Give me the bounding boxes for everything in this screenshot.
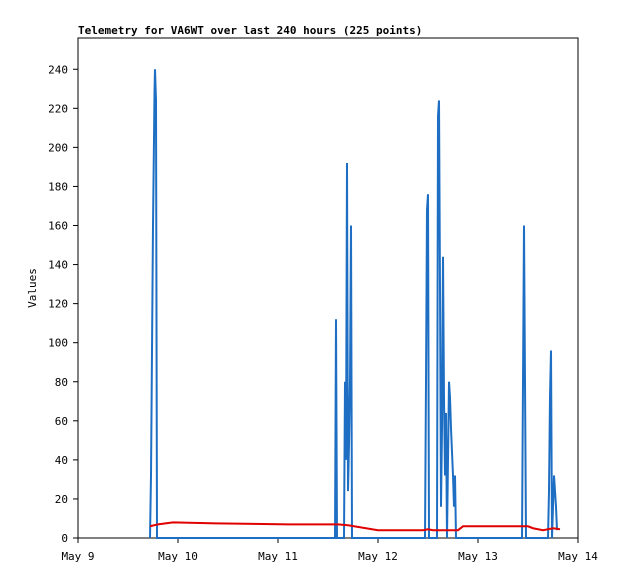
y-tick-label: 180	[48, 180, 68, 193]
x-tick-label: May 14	[558, 550, 598, 563]
y-tick-label: 40	[55, 454, 68, 467]
y-tick-label: 100	[48, 337, 68, 350]
x-tick-label: May 12	[358, 550, 398, 563]
chart-title: Telemetry for VA6WT over last 240 hours …	[78, 24, 422, 37]
y-tick-label: 80	[55, 376, 68, 389]
y-tick-label: 160	[48, 220, 68, 233]
x-tick-label: May 10	[158, 550, 198, 563]
y-tick-label: 200	[48, 141, 68, 154]
data-line	[149, 521, 561, 532]
y-tick-label: 220	[48, 102, 68, 115]
data-line	[149, 69, 558, 539]
y-tick-label: 0	[61, 532, 68, 545]
y-tick-label: 140	[48, 259, 68, 272]
x-tick-label: May 13	[458, 550, 498, 563]
x-tick-label: May 9	[61, 550, 94, 563]
y-tick-label: 240	[48, 63, 68, 76]
y-tick-label: 120	[48, 298, 68, 311]
y-axis-label: Values	[26, 268, 39, 308]
y-tick-label: 60	[55, 415, 68, 428]
y-tick-label: 20	[55, 493, 68, 506]
x-tick-label: May 11	[258, 550, 298, 563]
